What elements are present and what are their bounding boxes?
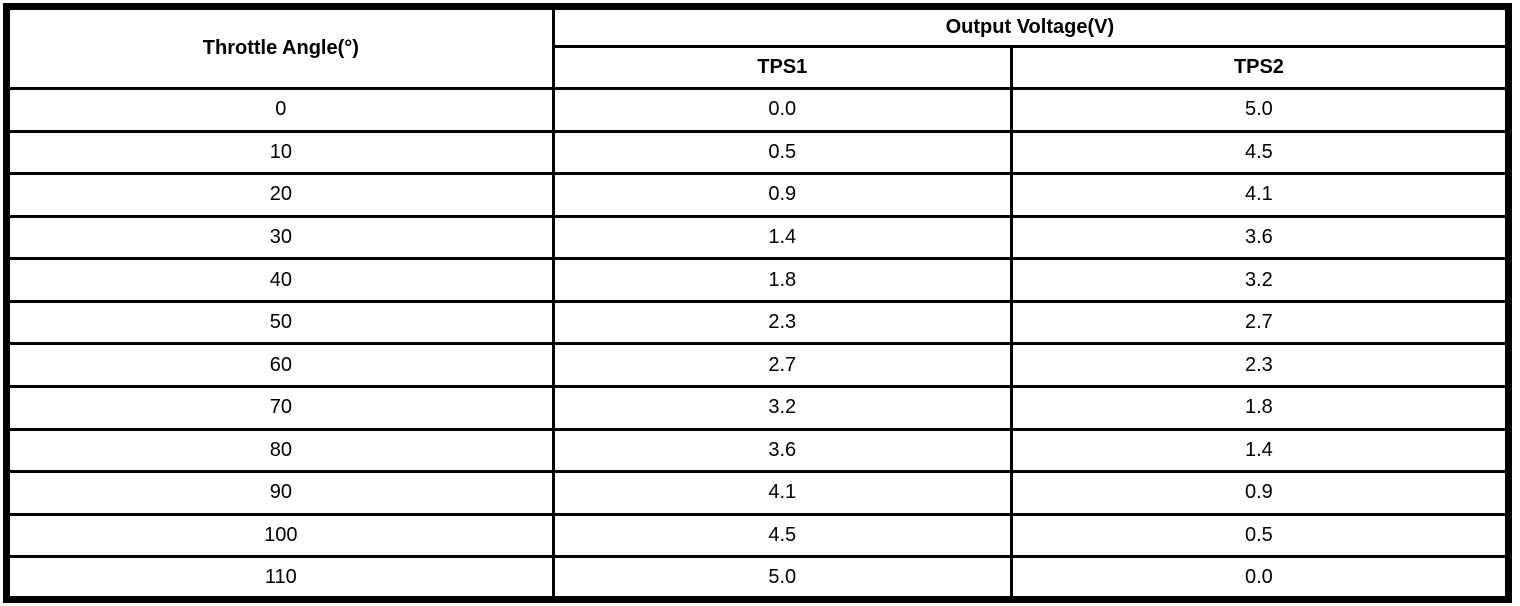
table-header: Throttle Angle(°) Output Voltage(V) TPS1… bbox=[5, 5, 1511, 90]
tps1-cell: 4.1 bbox=[551, 470, 1013, 516]
tps2-cell: 1.8 bbox=[1009, 385, 1511, 431]
tps2-cell: 4.5 bbox=[1009, 129, 1511, 176]
tps1-cell: 0.9 bbox=[551, 172, 1013, 218]
table-row: 0 0.0 5.0 bbox=[5, 87, 1511, 133]
angle-cell: 40 bbox=[5, 257, 555, 303]
angle-cell: 80 bbox=[5, 427, 555, 474]
tps1-cell: 5.0 bbox=[551, 555, 1013, 601]
tps2-cell: 3.6 bbox=[1009, 214, 1511, 261]
tps1-cell: 2.3 bbox=[551, 299, 1013, 346]
tps1-cell: 0.0 bbox=[551, 87, 1013, 133]
tps1-cell: 1.8 bbox=[551, 257, 1013, 303]
header-row-2: TPS1 TPS2 bbox=[7, 45, 1511, 90]
tps2-cell: 0.0 bbox=[1009, 555, 1511, 601]
tps2-cell: 0.5 bbox=[1009, 512, 1511, 559]
angle-cell: 10 bbox=[5, 129, 555, 176]
tps2-cell: 5.0 bbox=[1009, 87, 1511, 133]
angle-cell: 110 bbox=[5, 555, 555, 601]
table-row: 90 4.1 0.9 bbox=[5, 470, 1511, 516]
table-row: 10 0.5 4.5 bbox=[5, 129, 1511, 176]
column-header-tps1: TPS1 bbox=[551, 45, 1013, 90]
table-row: 100 4.5 0.5 bbox=[5, 512, 1511, 559]
angle-cell: 30 bbox=[5, 214, 555, 261]
angle-cell: 50 bbox=[5, 299, 555, 346]
tps1-cell: 3.6 bbox=[551, 427, 1013, 474]
column-group-header-output-voltage: Output Voltage(V) bbox=[551, 5, 1511, 48]
tps2-cell: 0.9 bbox=[1009, 470, 1511, 516]
column-header-throttle-angle: Throttle Angle(°) bbox=[5, 5, 555, 90]
tps2-cell: 2.7 bbox=[1009, 299, 1511, 346]
table-row: 40 1.8 3.2 bbox=[5, 257, 1511, 303]
table-body: 0 0.0 5.0 10 0.5 4.5 20 0.9 4.1 30 1.4 3… bbox=[5, 87, 1511, 601]
tps-voltage-table: Throttle Angle(°) Output Voltage(V) TPS1… bbox=[3, 3, 1512, 603]
tps1-cell: 4.5 bbox=[551, 512, 1013, 559]
angle-cell: 100 bbox=[5, 512, 555, 559]
column-header-tps2: TPS2 bbox=[1009, 45, 1511, 90]
tps1-cell: 2.7 bbox=[551, 342, 1013, 389]
tps1-cell: 1.4 bbox=[551, 214, 1013, 261]
table-row: 50 2.3 2.7 bbox=[5, 299, 1511, 346]
table-row: 70 3.2 1.8 bbox=[5, 385, 1511, 431]
angle-cell: 70 bbox=[5, 385, 555, 431]
tps2-cell: 4.1 bbox=[1009, 172, 1511, 218]
tps1-cell: 3.2 bbox=[551, 385, 1013, 431]
angle-cell: 60 bbox=[5, 342, 555, 389]
tps2-cell: 3.2 bbox=[1009, 257, 1511, 303]
table-row: 80 3.6 1.4 bbox=[5, 427, 1511, 474]
table-row: 60 2.7 2.3 bbox=[5, 342, 1511, 389]
table-row: 110 5.0 0.0 bbox=[5, 555, 1511, 601]
angle-cell: 90 bbox=[5, 470, 555, 516]
tps1-cell: 0.5 bbox=[551, 129, 1013, 176]
header-row-1: Throttle Angle(°) Output Voltage(V) bbox=[5, 5, 1511, 90]
angle-cell: 0 bbox=[5, 87, 555, 133]
tps2-cell: 2.3 bbox=[1009, 342, 1511, 389]
table-row: 20 0.9 4.1 bbox=[5, 172, 1511, 218]
table-row: 30 1.4 3.6 bbox=[5, 214, 1511, 261]
tps2-cell: 1.4 bbox=[1009, 427, 1511, 474]
angle-cell: 20 bbox=[5, 172, 555, 218]
